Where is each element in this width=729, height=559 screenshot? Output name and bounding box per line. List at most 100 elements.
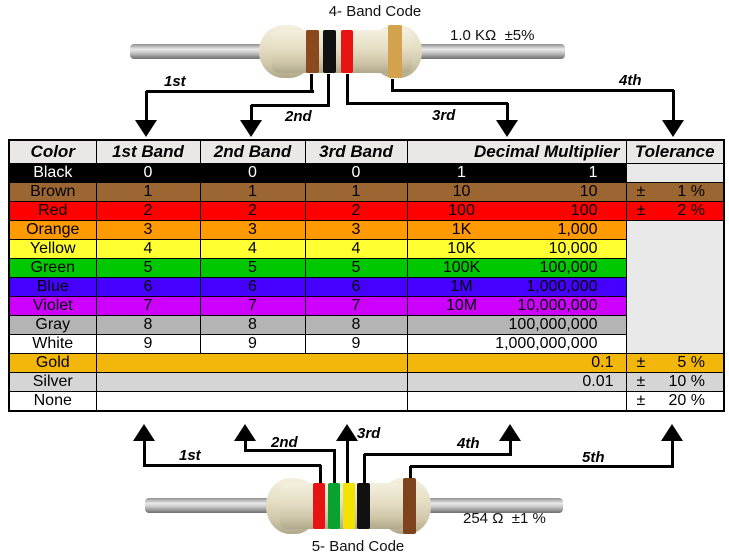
multiplier-cell: 100K 100,000 [406, 258, 627, 278]
table-row-brown: Brown 1 1 1 10 10 ±1 % [8, 182, 725, 202]
merged-band-cell [95, 353, 408, 373]
arrowhead-down-icon [662, 120, 684, 137]
band-digit-cell: 4 [95, 239, 201, 259]
multiplier-abbrev: 10 [452, 183, 471, 201]
band-digit-cell: 2 [304, 201, 408, 221]
arrowhead-up-icon [133, 424, 155, 441]
arrow-line [410, 465, 672, 468]
multiplier-value: 10 [579, 183, 598, 201]
arrow-line [333, 450, 336, 485]
color-name-cell: Gold [8, 353, 97, 373]
table-row-gold: Gold 0.1 ±5 % [8, 353, 725, 373]
color-name-cell: Blue [8, 277, 97, 297]
multiplier-abbrev: 10K [447, 240, 476, 258]
five-band-code-title: 5- Band Code [311, 538, 405, 555]
multiplier-cell: 10M 10,000,000 [406, 296, 627, 316]
multiplier-abbrev: 100K [442, 259, 481, 277]
bottom-resistor-body [280, 483, 405, 529]
band-digit-cell: 7 [95, 296, 201, 316]
multiplier-abbrev: 100 [448, 202, 475, 220]
color-name-cell: Silver [8, 372, 97, 392]
arrow-line [392, 89, 674, 92]
color-name-cell: Yellow [8, 239, 97, 259]
band-digit-cell: 2 [199, 201, 306, 221]
arrow-line [672, 90, 675, 122]
band-digit-cell: 4 [304, 239, 408, 259]
multiplier-value: 1,000 [557, 221, 598, 239]
multiplier-cell: 10 10 [406, 182, 627, 202]
color-name-cell: Red [8, 201, 97, 221]
band-digit-cell: 0 [304, 163, 408, 183]
multiplier-cell: 100 100 [406, 201, 627, 221]
tolerance-cell: ±2 % [625, 201, 725, 221]
merged-band-cell [95, 372, 408, 392]
table-row-green: Green 5 5 5 100K 100,000 [8, 258, 724, 278]
color-name-cell: Gray [8, 315, 97, 335]
tolerance-cell: ±5 % [625, 353, 725, 373]
arrow-line [319, 465, 322, 485]
table-row-orange: Orange 3 3 3 1K 1,000 [8, 220, 725, 354]
plus-minus-sign: ± [636, 373, 646, 391]
plus-minus-sign: ± [636, 183, 646, 201]
table-row-violet: Violet 7 7 7 10M 10,000,000 [8, 296, 724, 316]
arrow-line [346, 440, 349, 485]
multiplier-cell: 1M 1,000,000 [406, 277, 627, 297]
band-digit-cell: 0 [95, 163, 201, 183]
arrow-line [506, 103, 509, 122]
arrowhead-up-icon [234, 424, 256, 441]
color-name-cell: Green [8, 258, 97, 278]
multiplier-cell: 0.01 [406, 372, 627, 392]
top-resistor-value: 1.0 KΩ ±5% [450, 27, 535, 44]
arrow-label: 3rd [432, 107, 456, 124]
empty-tolerance-cell [625, 220, 725, 354]
band-digit-cell: 5 [304, 258, 408, 278]
tolerance-cell: ±1 % [625, 182, 725, 202]
arrow-label: 4th [619, 72, 642, 89]
arrow-line [145, 91, 148, 122]
arrow-label: 5th [582, 449, 605, 466]
arrow-line [364, 453, 510, 456]
tolerance-value: 2 % [677, 202, 705, 220]
black-band [357, 483, 370, 529]
arrow-line [347, 102, 508, 105]
tolerance-value: 20 % [668, 392, 705, 409]
multiplier-value: 10,000,000 [517, 297, 598, 315]
red-band [313, 483, 325, 529]
band-digit-cell: 1 [199, 182, 306, 202]
multiplier-abbrev: 1M [450, 278, 473, 296]
column-header-band2: 2nd Band [199, 139, 306, 164]
arrowhead-up-icon [336, 424, 358, 441]
four-band-code-title: 4- Band Code [328, 3, 422, 20]
band-digit-cell: 2 [95, 201, 201, 221]
arrowhead-down-icon [496, 120, 518, 137]
plus-minus-sign: ± [636, 354, 646, 372]
arrowhead-up-icon [499, 424, 521, 441]
arrow-line [251, 104, 330, 107]
arrow-label: 1st [164, 73, 186, 90]
table-row-none: None ±20 % [8, 391, 725, 412]
bottom-resistor-value: 254 Ω ±1 % [463, 510, 546, 527]
arrowhead-up-icon [661, 424, 683, 441]
column-header-color: Color [8, 139, 97, 164]
multiplier-value: 100,000,000 [508, 316, 598, 334]
arrow-line [327, 74, 330, 107]
tolerance-value: 1 % [677, 183, 705, 201]
column-header-multiplier: Decimal Multiplier [406, 139, 627, 164]
color-name-cell: Orange [8, 220, 97, 240]
arrow-line [671, 440, 674, 468]
band-digit-cell: 4 [199, 239, 306, 259]
black-band [323, 30, 336, 73]
tolerance-cell: ±10 % [625, 372, 725, 392]
arrow-line [250, 105, 253, 122]
arrowhead-down-icon [135, 120, 157, 137]
multiplier-abbrev: 1 [457, 164, 466, 182]
band-digit-cell: 8 [199, 315, 306, 335]
band-digit-cell: 1 [304, 182, 408, 202]
red-band [341, 30, 353, 73]
multiplier-value: 1 [588, 164, 598, 182]
multiplier-cell: 100,000,000 [406, 315, 627, 335]
arrow-line [310, 74, 313, 93]
band-digit-cell: 3 [199, 220, 306, 240]
